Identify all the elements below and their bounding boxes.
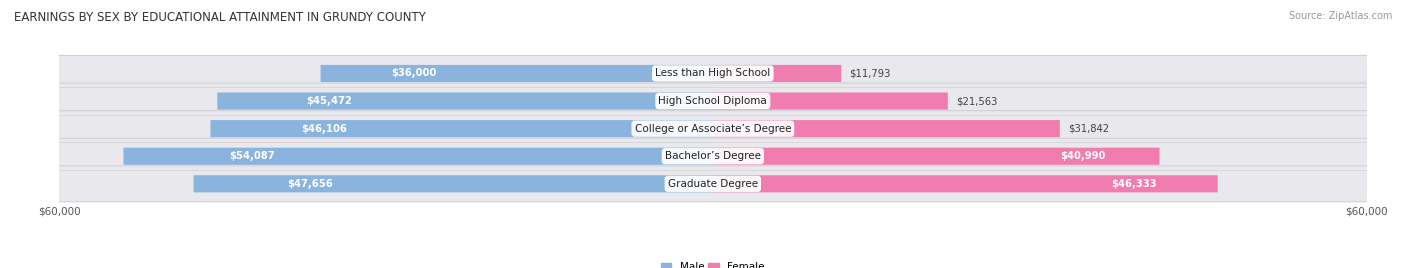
FancyBboxPatch shape <box>124 148 713 165</box>
Text: $11,793: $11,793 <box>849 68 890 79</box>
Text: $36,000: $36,000 <box>391 68 436 79</box>
FancyBboxPatch shape <box>51 166 1375 202</box>
FancyBboxPatch shape <box>713 120 1060 137</box>
FancyBboxPatch shape <box>713 65 841 82</box>
Text: Less than High School: Less than High School <box>655 68 770 79</box>
Text: Graduate Degree: Graduate Degree <box>668 179 758 189</box>
Text: $46,106: $46,106 <box>301 124 347 134</box>
Text: College or Associate’s Degree: College or Associate’s Degree <box>634 124 792 134</box>
Text: $47,656: $47,656 <box>287 179 333 189</box>
Text: $31,842: $31,842 <box>1067 124 1109 134</box>
FancyBboxPatch shape <box>194 175 713 192</box>
FancyBboxPatch shape <box>321 65 713 82</box>
Text: $45,472: $45,472 <box>307 96 353 106</box>
FancyBboxPatch shape <box>51 55 1375 91</box>
Text: Source: ZipAtlas.com: Source: ZipAtlas.com <box>1288 11 1392 21</box>
Text: $40,990: $40,990 <box>1060 151 1107 161</box>
Text: $46,333: $46,333 <box>1112 179 1157 189</box>
FancyBboxPatch shape <box>713 175 1218 192</box>
Text: $21,563: $21,563 <box>956 96 997 106</box>
FancyBboxPatch shape <box>51 111 1375 147</box>
FancyBboxPatch shape <box>51 138 1375 174</box>
FancyBboxPatch shape <box>218 92 713 110</box>
Text: EARNINGS BY SEX BY EDUCATIONAL ATTAINMENT IN GRUNDY COUNTY: EARNINGS BY SEX BY EDUCATIONAL ATTAINMEN… <box>14 11 426 24</box>
Text: $54,087: $54,087 <box>229 151 276 161</box>
FancyBboxPatch shape <box>51 83 1375 119</box>
FancyBboxPatch shape <box>713 148 1160 165</box>
Text: Bachelor’s Degree: Bachelor’s Degree <box>665 151 761 161</box>
FancyBboxPatch shape <box>211 120 713 137</box>
Legend: Male, Female: Male, Female <box>657 258 769 268</box>
FancyBboxPatch shape <box>713 92 948 110</box>
Text: High School Diploma: High School Diploma <box>658 96 768 106</box>
